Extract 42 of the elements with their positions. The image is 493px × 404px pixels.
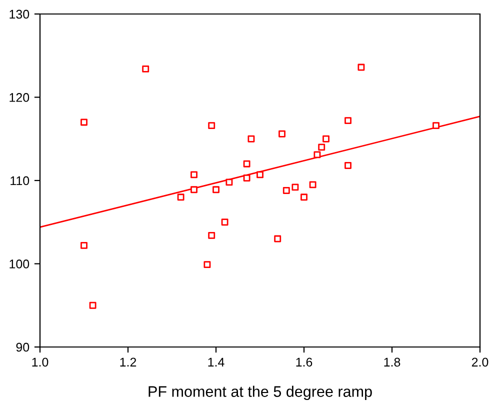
x-tick-label: 1.4 (208, 358, 224, 366)
point (89, 302, 96, 309)
point (248, 135, 255, 142)
y-tick-label: 110 (10, 176, 30, 186)
y-tick-label: 100 (10, 260, 30, 268)
point (322, 135, 330, 142)
x-tick-label: 1.6 (296, 358, 312, 367)
point (314, 151, 321, 158)
point (256, 171, 264, 178)
point (226, 178, 233, 186)
point (208, 122, 216, 130)
point (278, 130, 286, 138)
point (221, 218, 228, 226)
point (208, 232, 216, 239)
y-tick-label: 120 (10, 93, 30, 102)
x-tick-label: 1.8 (384, 358, 400, 367)
point (212, 186, 220, 194)
point (190, 171, 198, 178)
x-tick-label: 2.0 (472, 358, 488, 367)
point (204, 261, 211, 268)
y-tick-label: 90 (16, 342, 30, 352)
point (243, 160, 250, 168)
point (344, 162, 352, 169)
point (300, 194, 308, 201)
point (318, 144, 326, 151)
x-tick-label: 1.2 (120, 358, 136, 366)
point (282, 187, 290, 194)
point (142, 65, 150, 72)
point (177, 194, 184, 201)
point (274, 235, 282, 242)
y-tick-label: 130 (10, 10, 30, 19)
point (80, 118, 88, 126)
point (292, 184, 299, 191)
point (80, 242, 88, 249)
point (432, 122, 440, 130)
point (243, 174, 250, 182)
point (358, 64, 365, 71)
point (344, 117, 352, 124)
point (190, 186, 198, 194)
point (309, 181, 316, 188)
x-tick-label: 1.0 (32, 358, 48, 367)
x-axis-title: PF moment at the 5 degree ramp (148, 386, 372, 400)
